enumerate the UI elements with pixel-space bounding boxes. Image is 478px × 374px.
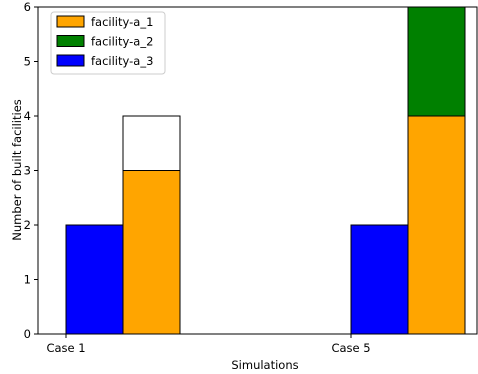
legend-label-facility-a_2: facility-a_2 bbox=[91, 35, 153, 49]
y-tick-label: 6 bbox=[24, 0, 31, 14]
x-tick-label: Case 5 bbox=[331, 341, 370, 355]
bar-facility-a_3-1 bbox=[65, 224, 124, 335]
legend-label-facility-a_3: facility-a_3 bbox=[91, 54, 153, 68]
y-tick-label: 1 bbox=[24, 273, 31, 287]
y-tick-label: 2 bbox=[24, 218, 31, 232]
legend: facility-a_1 facility-a_2 facility-a_3 bbox=[50, 11, 166, 75]
legend-swatch-facility-a_3 bbox=[56, 54, 85, 67]
y-tick-label: 5 bbox=[24, 55, 31, 69]
y-tick-label: 0 bbox=[24, 327, 31, 341]
x-axis-title: Simulations bbox=[231, 358, 298, 372]
bar-facility-a_1-2 bbox=[407, 115, 466, 335]
bar-facility-a_3-2 bbox=[350, 224, 409, 335]
legend-label-facility-a_1: facility-a_1 bbox=[91, 15, 153, 29]
bar-facility-a_1-1 bbox=[122, 170, 181, 335]
x-tick-label: Case 1 bbox=[46, 341, 85, 355]
legend-swatch-facility-a_1 bbox=[56, 15, 85, 28]
legend-swatch-facility-a_2 bbox=[56, 35, 85, 47]
y-tick-label: 4 bbox=[24, 109, 31, 123]
bar-facility-a_2-2 bbox=[407, 6, 466, 117]
ticks-layer: 0 1 2 3 4 5 6 Case 1 Case 5 bbox=[24, 0, 371, 355]
bars-layer bbox=[65, 6, 466, 335]
y-axis-title: Number of built facilities bbox=[10, 99, 24, 241]
y-tick-label: 3 bbox=[24, 164, 31, 178]
